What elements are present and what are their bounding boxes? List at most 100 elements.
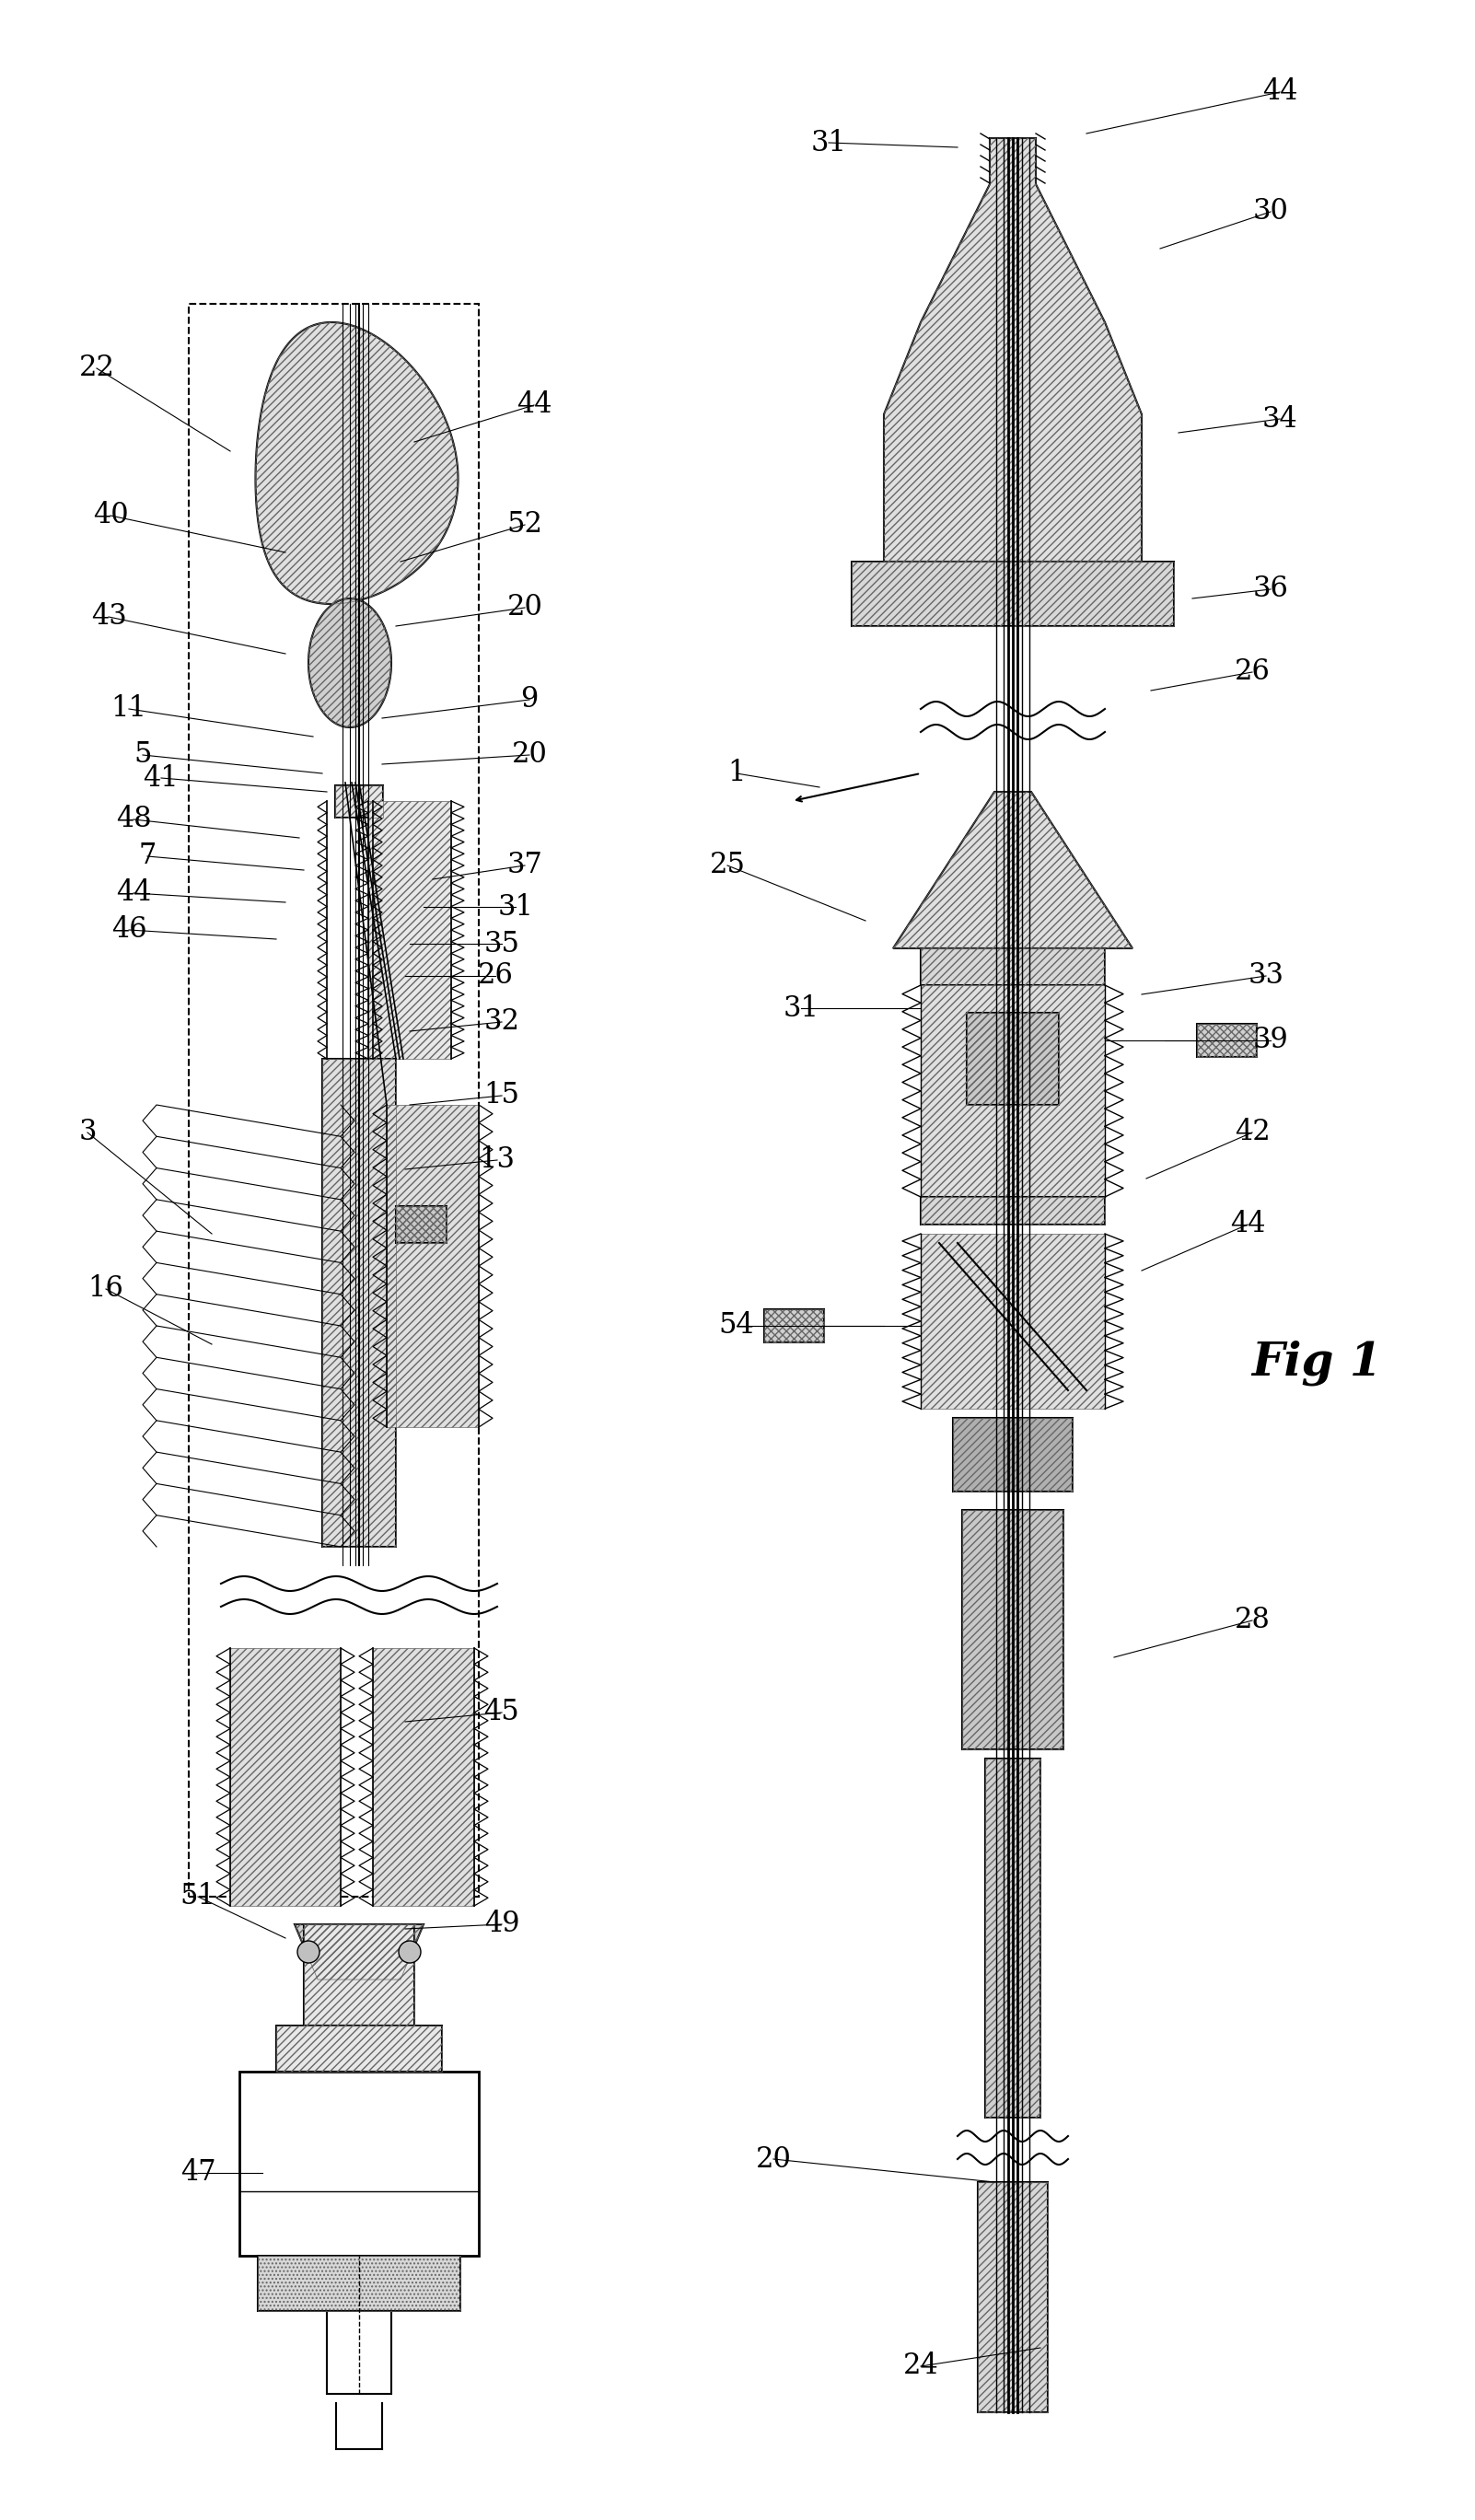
Bar xyxy=(1196,1023,1257,1056)
Text: 40: 40 xyxy=(93,501,128,529)
Bar xyxy=(373,1648,473,1905)
Bar xyxy=(386,1104,479,1426)
Bar xyxy=(335,784,384,816)
Text: 20: 20 xyxy=(755,2145,791,2172)
Text: 52: 52 xyxy=(507,512,543,539)
Text: 48: 48 xyxy=(115,806,152,834)
Text: 51: 51 xyxy=(180,1882,215,1910)
Text: 9: 9 xyxy=(521,685,538,713)
Bar xyxy=(920,948,1105,985)
Bar xyxy=(304,1925,414,2026)
Bar xyxy=(978,2182,1047,2412)
Polygon shape xyxy=(255,323,459,605)
Text: Fig 1: Fig 1 xyxy=(1251,1341,1382,1386)
Text: 20: 20 xyxy=(507,592,543,622)
Polygon shape xyxy=(884,139,1142,562)
Text: 15: 15 xyxy=(484,1081,519,1109)
Text: 3: 3 xyxy=(78,1119,96,1147)
Bar xyxy=(258,2255,460,2311)
Text: 35: 35 xyxy=(484,930,519,958)
Text: 39: 39 xyxy=(1252,1026,1289,1056)
Bar xyxy=(764,1310,825,1343)
Bar xyxy=(322,1058,395,1547)
Text: 31: 31 xyxy=(497,892,534,922)
Text: 20: 20 xyxy=(512,741,547,769)
Text: 25: 25 xyxy=(709,852,745,879)
Text: 47: 47 xyxy=(180,2160,215,2187)
Polygon shape xyxy=(308,597,391,728)
Text: 37: 37 xyxy=(507,852,543,879)
Bar xyxy=(258,2255,460,2311)
Bar xyxy=(230,1648,341,1905)
Text: 24: 24 xyxy=(903,2351,938,2381)
Text: 28: 28 xyxy=(1235,1605,1270,1635)
Text: 36: 36 xyxy=(1252,575,1289,602)
Bar xyxy=(276,2026,443,2071)
Text: 44: 44 xyxy=(516,391,552,418)
Text: 33: 33 xyxy=(1248,963,1283,990)
Bar xyxy=(395,1207,447,1242)
Bar xyxy=(920,1197,1105,1225)
Text: 26: 26 xyxy=(1235,658,1270,685)
Text: 45: 45 xyxy=(484,1698,519,1726)
Text: 31: 31 xyxy=(811,129,847,156)
Bar xyxy=(239,2071,479,2255)
Text: 43: 43 xyxy=(91,602,127,630)
Text: 34: 34 xyxy=(1263,406,1298,433)
Text: 32: 32 xyxy=(484,1008,519,1036)
Bar xyxy=(327,2311,391,2394)
Bar xyxy=(920,985,1105,1197)
Bar xyxy=(369,801,451,1058)
Bar xyxy=(304,1925,414,2026)
Text: 44: 44 xyxy=(1230,1210,1266,1240)
Bar xyxy=(962,1509,1063,1749)
Text: 1: 1 xyxy=(727,759,745,789)
Bar xyxy=(978,2182,1047,2412)
Text: 16: 16 xyxy=(88,1275,124,1303)
Bar xyxy=(369,801,451,1058)
Bar xyxy=(985,1759,1040,2117)
Bar xyxy=(920,1235,1105,1409)
Bar xyxy=(230,1648,341,1905)
Bar xyxy=(373,1648,473,1905)
Bar xyxy=(920,948,1105,985)
Bar xyxy=(1196,1023,1257,1056)
Text: 7: 7 xyxy=(139,842,156,869)
Bar xyxy=(966,1013,1059,1104)
Text: 41: 41 xyxy=(143,764,178,791)
Bar xyxy=(395,1207,447,1242)
Polygon shape xyxy=(295,1925,423,1981)
Bar xyxy=(189,305,479,1898)
Text: 11: 11 xyxy=(111,696,148,723)
Bar xyxy=(962,1509,1063,1749)
Text: 44: 44 xyxy=(115,879,152,907)
Text: 49: 49 xyxy=(484,1910,519,1938)
Bar xyxy=(920,1197,1105,1225)
Text: 30: 30 xyxy=(1252,197,1289,227)
Text: 22: 22 xyxy=(78,353,115,383)
Bar xyxy=(851,562,1174,625)
Bar xyxy=(920,1235,1105,1409)
Bar xyxy=(322,1058,395,1547)
Text: 5: 5 xyxy=(134,741,152,769)
Text: 44: 44 xyxy=(1263,78,1298,106)
Bar xyxy=(386,1104,479,1426)
Bar xyxy=(851,562,1174,625)
Bar xyxy=(920,985,1105,1197)
Bar xyxy=(953,1419,1072,1492)
Text: 42: 42 xyxy=(1235,1119,1270,1147)
Circle shape xyxy=(298,1940,320,1963)
Bar xyxy=(764,1310,825,1343)
Bar xyxy=(985,1759,1040,2117)
Polygon shape xyxy=(892,791,1133,948)
Bar xyxy=(953,1419,1072,1492)
Text: 54: 54 xyxy=(718,1310,754,1341)
Bar xyxy=(276,2026,443,2071)
Bar xyxy=(966,1013,1059,1104)
Circle shape xyxy=(398,1940,420,1963)
Text: 26: 26 xyxy=(478,963,513,990)
Text: 31: 31 xyxy=(783,993,819,1023)
Text: 13: 13 xyxy=(479,1147,515,1174)
Bar xyxy=(335,784,384,816)
Text: 46: 46 xyxy=(111,915,146,945)
